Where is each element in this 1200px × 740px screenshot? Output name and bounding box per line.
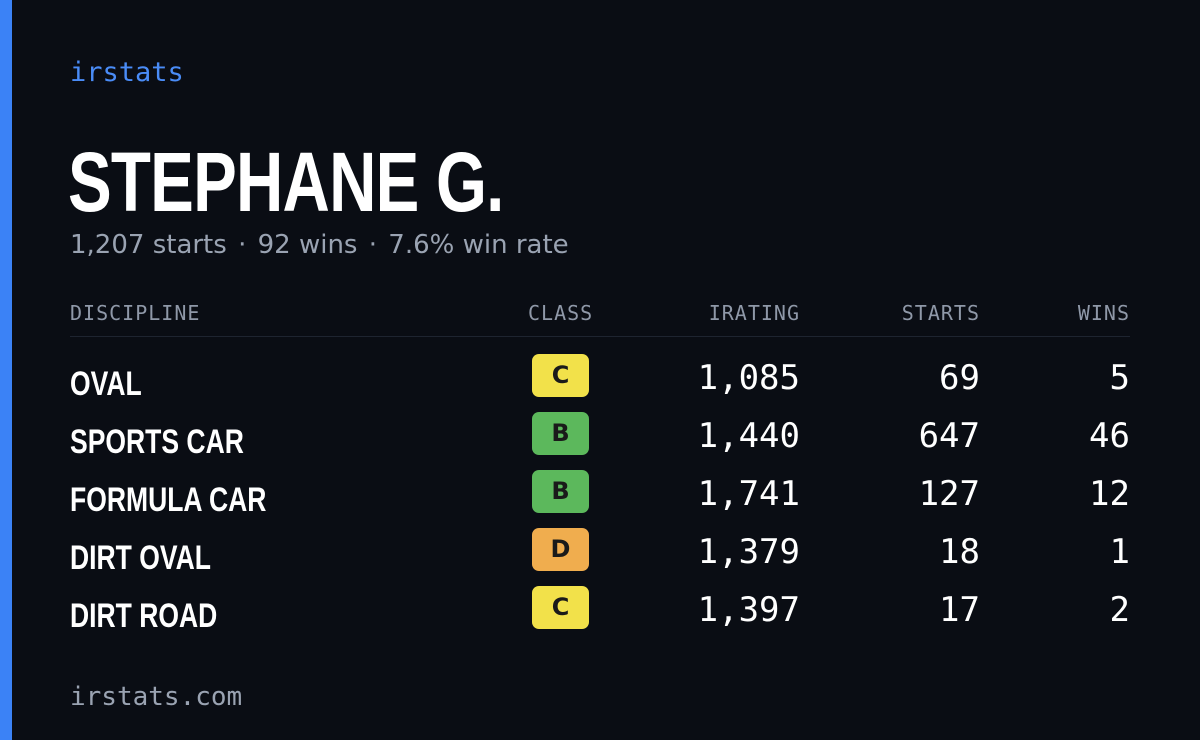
wins-value: 5: [1109, 358, 1130, 398]
irating-value: 1,741: [697, 474, 800, 514]
header-irating: IRATING: [708, 301, 800, 325]
irating-value: 1,379: [697, 532, 800, 572]
wins-value: 2: [1109, 590, 1130, 630]
starts-value: 127: [918, 474, 980, 514]
header-discipline: DISCIPLINE: [70, 301, 201, 325]
class-badge: D: [532, 528, 589, 571]
header-wins: WINS: [1077, 301, 1130, 325]
driver-summary: 1,207 starts · 92 wins · 7.6% win rate: [70, 228, 569, 262]
separator-dot: ·: [368, 230, 378, 260]
discipline-label: SPORTS CAR: [70, 423, 244, 461]
starts-value: 17: [939, 590, 980, 630]
discipline-table: OVAL C 1,085 69 5 SPORTS CAR B 1,440 647…: [70, 352, 1130, 642]
win-rate: 7.6% win rate: [388, 230, 569, 260]
header-class: CLASS: [528, 301, 594, 325]
footer-url: irstats.com: [70, 682, 243, 712]
irating-value: 1,440: [697, 416, 800, 456]
table-header: DISCIPLINE CLASS IRATING STARTS WINS: [70, 300, 1130, 337]
separator-dot: ·: [238, 230, 247, 260]
starts-value: 647: [918, 416, 980, 456]
irating-value: 1,085: [697, 358, 800, 398]
starts-value: 18: [939, 532, 980, 572]
irating-value: 1,397: [697, 590, 800, 630]
class-badge: B: [532, 470, 589, 513]
brand-logo-text: irstats: [70, 57, 184, 88]
discipline-label: FORMULA CAR: [70, 481, 267, 519]
wins-value: 1: [1109, 532, 1130, 572]
table-row: DIRT OVAL D 1,379 18 1: [70, 526, 1130, 584]
discipline-label: DIRT ROAD: [70, 597, 218, 635]
wins-value: 46: [1089, 416, 1130, 456]
table-row: SPORTS CAR B 1,440 647 46: [70, 410, 1130, 468]
table-row: DIRT ROAD C 1,397 17 2: [70, 584, 1130, 642]
total-wins: 92 wins: [257, 230, 358, 260]
header-starts: STARTS: [901, 301, 980, 325]
table-row: FORMULA CAR B 1,741 127 12: [70, 468, 1130, 526]
table-row: OVAL C 1,085 69 5: [70, 352, 1130, 410]
class-badge: C: [532, 354, 589, 397]
class-badge: C: [532, 586, 589, 629]
wins-value: 12: [1089, 474, 1130, 514]
accent-bar: [0, 0, 12, 740]
discipline-label: DIRT OVAL: [70, 539, 211, 577]
driver-name: STEPHANE G.: [68, 135, 504, 229]
discipline-label: OVAL: [70, 365, 142, 403]
starts-value: 69: [939, 358, 980, 398]
total-starts: 1,207 starts: [70, 230, 227, 260]
class-badge: B: [532, 412, 589, 455]
